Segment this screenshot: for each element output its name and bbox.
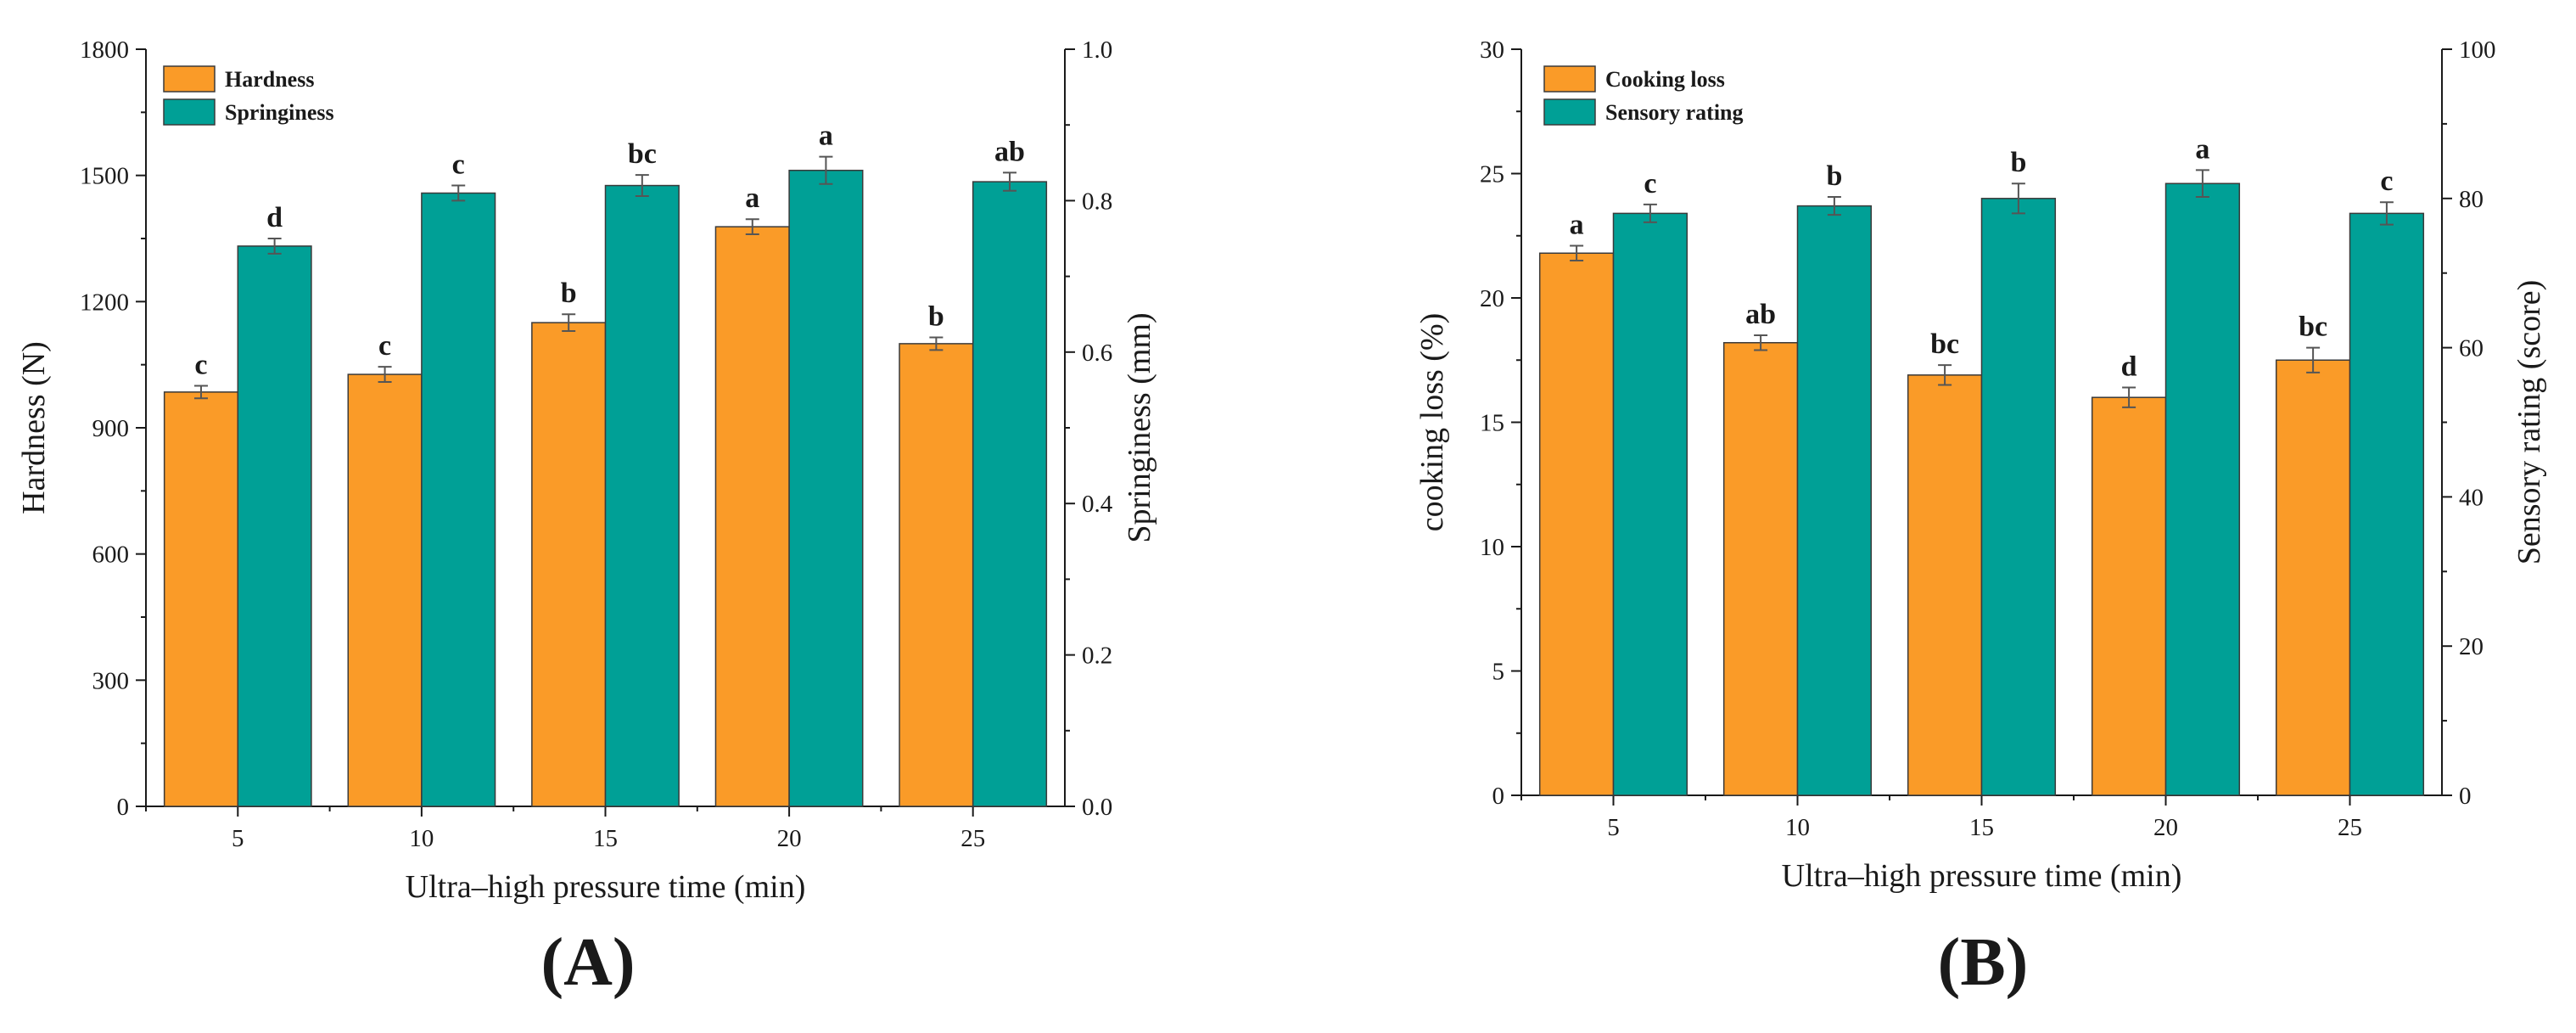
significance-letter: d <box>266 202 283 233</box>
significance-letter: b <box>928 300 944 332</box>
left-axis-tick-label: 0 <box>1492 783 1505 810</box>
bar-hardness <box>714 226 790 807</box>
x-axis-tick-label: 25 <box>960 825 985 852</box>
left-axis-tick-label: 0 <box>117 794 130 821</box>
significance-letter: a <box>819 121 833 152</box>
right-axis-tick-label: 0.2 <box>1082 643 1112 670</box>
left-axis-tick-label: 15 <box>1480 410 1504 437</box>
left-axis-tick-label: 30 <box>1480 36 1504 64</box>
x-axis-label: Ultra–high pressure time (min) <box>406 869 806 905</box>
legend-swatch <box>1543 65 1596 93</box>
x-axis-tick-label: 10 <box>1785 814 1810 841</box>
significance-letter: c <box>2380 166 2393 197</box>
x-axis-tick-label: 15 <box>1969 814 1994 841</box>
significance-letter: bc <box>1930 328 1959 360</box>
bar-springiness <box>788 169 864 807</box>
x-axis-tick-label: 25 <box>2338 814 2362 841</box>
legend-label: Springiness <box>225 100 334 125</box>
x-axis-tick-label: 20 <box>777 825 802 852</box>
bar-springiness <box>421 192 496 807</box>
x-axis-tick-label: 15 <box>593 825 618 852</box>
significance-letter: b <box>2010 147 2026 178</box>
x-axis-tick-label: 10 <box>409 825 434 852</box>
left-axis-tick-label: 5 <box>1492 659 1505 686</box>
left-axis-tick-label: 1500 <box>80 163 129 190</box>
significance-letter: ab <box>994 136 1025 167</box>
right-axis-tick-label: 0 <box>2459 783 2472 810</box>
bar-cooking-loss <box>2275 359 2351 796</box>
bar-cooking-loss <box>1907 374 1983 796</box>
legend-label: Cooking loss <box>1605 67 1725 92</box>
legend-swatch <box>163 98 216 126</box>
x-axis-tick-label: 5 <box>1607 814 1620 841</box>
significance-letter: a <box>745 182 759 214</box>
significance-letter: c <box>378 330 391 362</box>
legend-label: Hardness <box>225 67 314 92</box>
bar-hardness <box>531 322 607 807</box>
bar-sensory-rating <box>1796 205 1873 796</box>
right-axis-tick-label: 0.8 <box>1082 188 1112 215</box>
panel-label: (A) <box>540 925 635 1000</box>
bar-sensory-rating <box>2164 182 2241 796</box>
significance-letter: ab <box>1745 299 1776 330</box>
left-axis-tick-label: 900 <box>92 415 130 442</box>
panel-label: (B) <box>1938 925 2029 1000</box>
significance-letter: b <box>1826 160 1842 192</box>
right-axis-tick-label: 80 <box>2459 186 2484 213</box>
significance-letter: c <box>452 149 465 181</box>
left-axis-tick-label: 25 <box>1480 161 1504 188</box>
right-axis-tick-label: 0.4 <box>1082 491 1113 518</box>
bar-sensory-rating <box>1980 198 2057 796</box>
bar-cooking-loss <box>2091 396 2167 796</box>
x-axis-tick-label: 20 <box>2153 814 2178 841</box>
right-axis-tick-label: 1.0 <box>1082 36 1112 64</box>
left-axis-tick-label: 10 <box>1480 534 1504 561</box>
right-axis-tick-label: 0.6 <box>1082 340 1112 367</box>
right-axis-tick-label: 100 <box>2459 36 2496 64</box>
bar-cooking-loss <box>1538 252 1615 796</box>
right-axis-tick-label: 20 <box>2459 633 2484 660</box>
bar-hardness <box>347 373 423 807</box>
right-axis-tick-label: 60 <box>2459 335 2484 362</box>
left-axis-tick-label: 1200 <box>80 289 129 316</box>
legend-swatch <box>1543 98 1596 126</box>
bar-sensory-rating <box>1612 212 1688 796</box>
legend-label: Sensory rating <box>1605 100 1744 125</box>
bar-hardness <box>163 391 239 807</box>
right-axis-tick-label: 0.0 <box>1082 794 1112 821</box>
significance-letter: c <box>194 349 207 380</box>
significance-letter: bc <box>2299 312 2327 343</box>
significance-letter: bc <box>628 138 657 170</box>
significance-letter: a <box>1570 209 1584 240</box>
legend-swatch <box>163 65 216 93</box>
x-axis-label: Ultra–high pressure time (min) <box>1782 858 2182 894</box>
left-axis-tick-label: 300 <box>92 667 130 694</box>
bar-sensory-rating <box>2349 212 2425 796</box>
right-axis-label: Springiness (mm) <box>1122 312 1157 542</box>
left-axis-label: cooking loss (%) <box>1414 313 1450 532</box>
significance-letter: c <box>1644 168 1656 199</box>
significance-letter: d <box>2121 351 2137 382</box>
x-axis-tick-label: 5 <box>232 825 244 852</box>
bar-springiness <box>237 245 312 807</box>
chart-panel-a: 0 300 600 900 1200 1500 1800 0.0 0.2 0.4 0.6 0.8 1.0… <box>16 36 1157 1000</box>
left-axis-tick-label: 20 <box>1480 285 1504 312</box>
bar-springiness <box>604 184 680 807</box>
right-axis-tick-label: 40 <box>2459 484 2484 511</box>
left-axis-tick-label: 1800 <box>80 36 129 64</box>
bar-hardness <box>899 343 974 807</box>
bar-springiness <box>972 181 1048 807</box>
right-axis-label: Sensory rating (score) <box>2512 280 2547 565</box>
left-axis-label: Hardness (N) <box>16 341 52 514</box>
significance-letter: b <box>561 278 577 309</box>
bar-cooking-loss <box>1722 341 1799 796</box>
significance-letter: a <box>2195 133 2209 165</box>
left-axis-tick-label: 600 <box>92 542 130 569</box>
